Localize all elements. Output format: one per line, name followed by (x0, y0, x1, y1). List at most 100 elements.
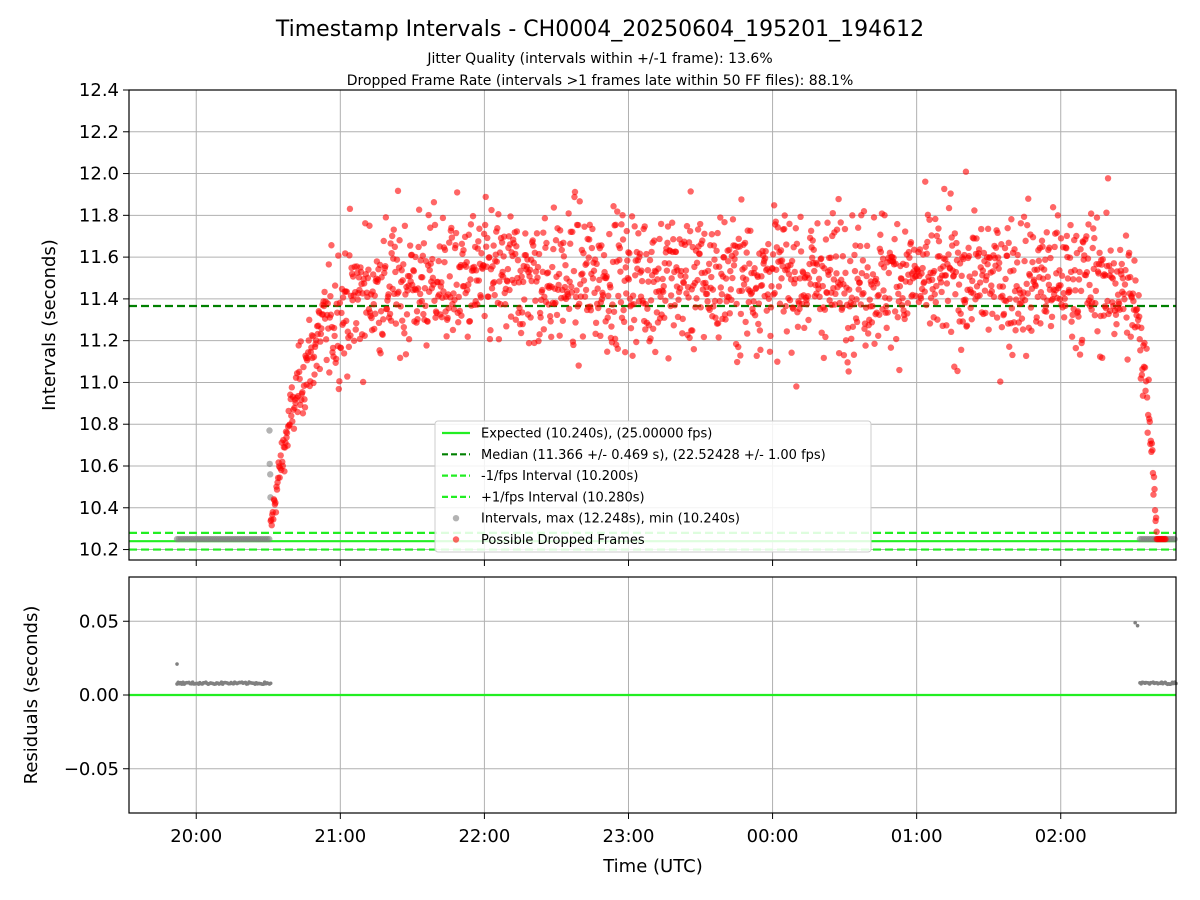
dropped-frame-point (513, 228, 521, 235)
dropped-frame-point (495, 211, 502, 218)
dropped-frame-point (619, 236, 627, 243)
dropped-frame-point (490, 242, 497, 249)
dropped-frame-point (431, 297, 438, 304)
dropped-frame-point (1021, 257, 1028, 265)
dropped-frame-point (797, 213, 804, 221)
dropped-frame-point (1115, 300, 1123, 308)
dropped-frame-point (793, 240, 801, 247)
dropped-frame-point (842, 269, 849, 277)
dropped-frame-point (926, 320, 934, 327)
dropped-frame-point (651, 237, 658, 244)
dropped-frame-point (721, 218, 728, 226)
dropped-frame-point (686, 227, 694, 235)
dropped-frame-point (608, 323, 615, 330)
top-y-tick-label: 11.6 (79, 247, 119, 268)
dropped-frame-point (932, 215, 939, 223)
dropped-frame-point (1043, 229, 1050, 236)
dropped-frame-point (877, 248, 885, 256)
dropped-frame-point (959, 318, 966, 325)
dropped-frame-point (493, 258, 500, 265)
dropped-frame-point (851, 267, 859, 275)
dropped-frame-point (1098, 261, 1105, 268)
dropped-frame-point (868, 319, 876, 326)
dropped-frame-point (875, 332, 882, 339)
dropped-frame-point (984, 261, 991, 268)
dropped-frame-point (1108, 267, 1115, 274)
dropped-frame-point (632, 272, 639, 279)
dropped-frame-point (767, 332, 774, 340)
dropped-frame-point (935, 225, 942, 232)
dropped-frame-point (299, 388, 306, 396)
dropped-frame-point (272, 499, 279, 506)
dropped-frame-point (452, 241, 459, 249)
dropped-frame-point (599, 292, 607, 299)
dropped-frame-point (410, 267, 418, 275)
dropped-frame-point (735, 343, 742, 351)
dropped-frame-point (894, 220, 901, 228)
dropped-frame-point (898, 302, 906, 309)
dropped-frame-point (1047, 322, 1055, 330)
dropped-frame-point (401, 330, 408, 337)
dropped-frame-point (431, 221, 439, 229)
dropped-frame-point (388, 232, 396, 240)
dropped-frame-point (934, 316, 941, 323)
dropped-frame-point (840, 351, 848, 359)
dropped-frame-point (439, 214, 447, 222)
dropped-frame-point (571, 188, 579, 196)
dropped-frame-point (1074, 308, 1082, 315)
bottom-y-tick-label: −0.05 (64, 759, 119, 780)
dropped-frame-point (569, 228, 576, 236)
dropped-frame-point (1118, 260, 1125, 268)
dropped-frame-point (284, 442, 291, 449)
dropped-frame-point (926, 216, 933, 223)
dropped-frame-point (540, 229, 547, 236)
dropped-frame-point (751, 312, 759, 319)
dropped-frame-point (928, 276, 936, 284)
dropped-frame-point (1006, 295, 1013, 303)
top-data-points (173, 168, 1178, 543)
dropped-frame-point (1054, 212, 1062, 219)
dropped-frame-point (541, 215, 549, 222)
dropped-frame-point (526, 266, 534, 274)
dropped-frame-point (746, 260, 753, 267)
dropped-frame-point (398, 267, 405, 274)
dropped-frame-point (1091, 234, 1098, 242)
dropped-frame-point (288, 384, 296, 391)
dropped-frame-point (1110, 260, 1118, 267)
top-y-tick-label: 11.4 (79, 289, 119, 310)
dropped-frame-point (444, 314, 451, 322)
dropped-frame-point (1012, 296, 1020, 303)
dropped-frame-point (513, 243, 520, 250)
dropped-frame-point (485, 293, 492, 300)
dropped-frame-point (716, 263, 723, 270)
dropped-frame-point (331, 282, 339, 289)
dropped-frame-point (1112, 280, 1119, 287)
dropped-frame-point (857, 242, 864, 250)
dropped-frame-point (1149, 446, 1156, 454)
dropped-frame-point (1045, 281, 1053, 289)
dropped-frame-point (741, 264, 748, 271)
dropped-frame-point (553, 311, 561, 319)
dropped-frame-point (988, 282, 995, 289)
dropped-frame-point (774, 358, 781, 365)
dropped-frame-point (892, 260, 899, 267)
dropped-frame-point (446, 273, 453, 280)
dropped-frame-point (521, 296, 528, 303)
dropped-frame-point (953, 239, 960, 247)
dropped-frame-point (1077, 287, 1085, 295)
dropped-frame-point (621, 348, 629, 356)
dropped-frame-point (807, 280, 814, 288)
dropped-frame-point (839, 253, 847, 260)
dropped-frame-point (728, 296, 735, 304)
dropped-frame-point (731, 255, 738, 263)
dropped-frame-point (539, 286, 546, 294)
dropped-frame-point (729, 216, 737, 223)
dropped-frame-point (954, 367, 961, 375)
dropped-frame-point (1078, 336, 1086, 344)
dropped-frame-point (690, 345, 698, 353)
dropped-frame-point (1085, 221, 1092, 228)
dropped-frame-point (401, 222, 409, 230)
dropped-frame-point (581, 293, 589, 300)
dropped-frame-point (906, 254, 913, 261)
